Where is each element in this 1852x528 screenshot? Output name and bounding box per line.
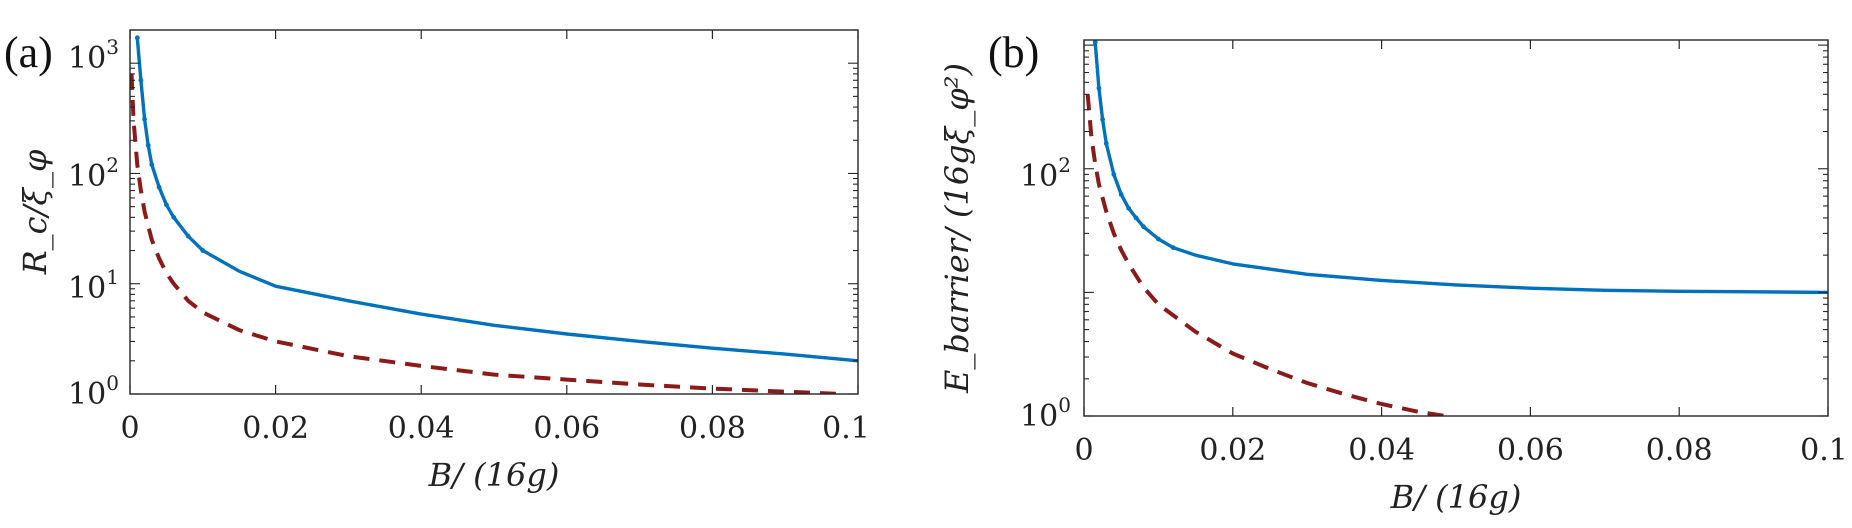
panel-b-xtick-label-0.04: 0.04 [1348, 433, 1415, 468]
panel-a-xtick-label-0.08: 0.08 [679, 411, 746, 446]
panel-a-series-solid-point [164, 202, 169, 208]
panel-b-series-solid-point [1126, 205, 1131, 211]
panel-b-series-dashed [1085, 94, 1446, 416]
panel-a-series-solid-point [156, 184, 162, 190]
panel-a-series-dashed [130, 73, 844, 394]
panel-b-series-solid-point [1133, 215, 1139, 221]
panel-a-ylabel: R_c/ξ_φ [16, 149, 54, 275]
panel-b-ytick-label-100: 102 [1020, 153, 1071, 194]
panel-a-xtick-label-0.04: 0.04 [388, 411, 455, 446]
panel-a-series-solid-point [200, 248, 206, 253]
panel-a-xlabel: B/ (16g) [428, 456, 560, 494]
panel-a-series-solid-point [138, 77, 144, 83]
panel-a-series-solid-point [142, 116, 148, 122]
panel-a-series-solid [135, 36, 858, 363]
panel-b-axes-box [1083, 39, 1829, 417]
panel-a-xtick-label-0.02: 0.02 [242, 411, 309, 446]
panel-b-series [1085, 40, 1828, 416]
panel-b-series-solid-point [1111, 172, 1117, 177]
panel-a-series-solid-point [145, 142, 151, 148]
panel-b-series-solid-point [1170, 245, 1176, 251]
panel-a-xtick-label-0.06: 0.06 [533, 411, 600, 446]
panel-b-series-solid-point [1096, 85, 1102, 91]
panel-label-b: (b) [988, 28, 1039, 77]
panel-b-xlabel: B/ (16g) [1390, 478, 1522, 516]
panel-a-series-solid-point [149, 162, 155, 168]
panel-b: (b) 102 100 0 0.02 0.04 0.06 0.08 0.1 B/… [938, 28, 1848, 516]
panel-a-xtick-label-0: 0 [120, 411, 139, 446]
panel-b-ticks [1083, 40, 1829, 417]
panel-b-xtick-label-0.08: 0.08 [1646, 433, 1713, 468]
panel-a-ticks [129, 29, 859, 395]
panel-b-series-solid-point [1141, 224, 1146, 230]
panel-b-series-solid [1093, 40, 1828, 295]
panel-a-series [130, 35, 858, 394]
panel-a-series-solid-point [185, 233, 191, 239]
panel-b-series-solid-point [1100, 117, 1105, 122]
panel-a-xtick-label-0.1: 0.1 [822, 411, 870, 446]
panel-a: (a) 103 102 101 100 0 0.02 0.04 0.06 0.0… [4, 28, 870, 494]
panel-a-ytick-label-1: 100 [68, 371, 119, 412]
panel-a-ytick-label-1000: 103 [68, 35, 119, 76]
panel-a-axes-box [129, 29, 859, 395]
panel-a-ytick-label-100: 102 [68, 153, 119, 194]
panel-b-xtick-label-0.06: 0.06 [1497, 433, 1564, 468]
panel-label-a: (a) [4, 28, 53, 77]
panel-b-series-solid-point [1118, 192, 1124, 197]
panel-b-series-solid-point [1092, 40, 1098, 45]
panel-a-series-solid-point [171, 214, 177, 220]
panel-b-ytick-label-1: 100 [1020, 393, 1071, 434]
panel-b-series-solid-point [1103, 141, 1109, 146]
panel-b-ylabel: E_barrier/ (16gξ_φ²) [938, 63, 976, 394]
panel-a-series-solid-point [134, 35, 140, 41]
panel-b-xtick-label-0.1: 0.1 [1800, 433, 1848, 468]
panel-b-xtick-label-0.02: 0.02 [1199, 433, 1266, 468]
panel-a-ytick-label-10: 101 [68, 265, 119, 306]
panel-b-series-solid-point [1156, 236, 1161, 242]
panel-b-xtick-label-0: 0 [1074, 433, 1093, 468]
